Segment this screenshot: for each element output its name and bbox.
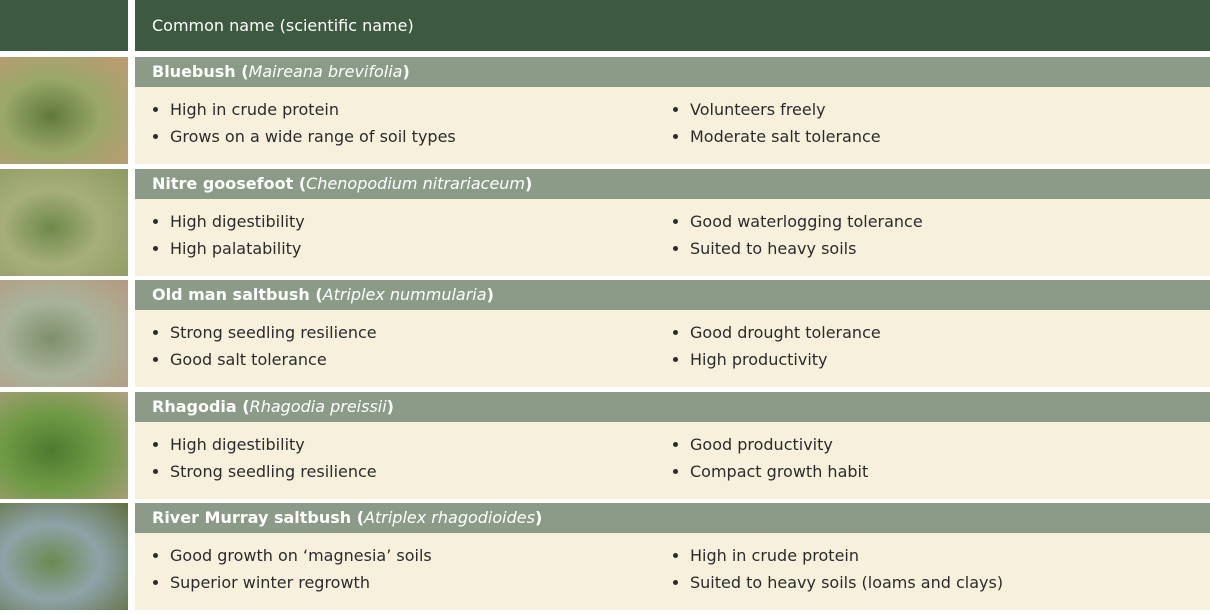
species-row: River Murray saltbush (Atriplex rhagodio…: [0, 503, 1210, 610]
trait-list: Volunteers freelyModerate salt tolerance: [672, 96, 881, 150]
trait-list: Strong seedling resilienceGood salt tole…: [152, 319, 377, 373]
name-part: Atriplex rhagodioides: [364, 508, 535, 527]
trait-list: High digestibilityHigh palatability: [152, 208, 305, 262]
trait: Grows on a wide range of soil types: [170, 123, 456, 150]
trait: Suited to heavy soils (loams and clays): [690, 569, 1003, 596]
name-part: Rhagodia (: [152, 396, 250, 416]
name-part: ): [386, 396, 394, 416]
header: Common name (scientific name): [135, 0, 1210, 51]
species-traits: High digestibilityHigh palatability Good …: [135, 198, 1210, 276]
name-part: Rhagodia preissii: [249, 396, 387, 416]
trait: Strong seedling resilience: [170, 319, 377, 346]
species-row: Nitre goosefoot (Chenopodium nitrariaceu…: [0, 168, 1210, 276]
trait: Volunteers freely: [690, 96, 881, 123]
name-part: Bluebush (: [152, 62, 249, 81]
species-traits: Strong seedling resilienceGood salt tole…: [135, 310, 1210, 387]
trait: Good growth on ‘magnesia’ soils: [170, 542, 432, 569]
trait: High digestibility: [170, 431, 377, 458]
trait-list: Good drought toleranceHigh productivity: [672, 319, 881, 373]
name-part: Nitre goosefoot (: [152, 173, 307, 193]
trait-list: Good waterlogging toleranceSuited to hea…: [672, 208, 923, 262]
trait: Compact growth habit: [690, 458, 868, 485]
name-part: ): [525, 173, 533, 193]
trait: Moderate salt tolerance: [690, 123, 881, 150]
species-name: River Murray saltbush (Atriplex rhagodio…: [135, 503, 1210, 533]
trait: Good drought tolerance: [690, 319, 881, 346]
species-traits: High digestibilityStrong seedling resili…: [135, 421, 1210, 499]
trait: High palatability: [170, 235, 305, 262]
name-part: River Murray saltbush (: [152, 508, 365, 527]
name-part: Maireana brevifolia: [248, 62, 403, 81]
species-row: Bluebush (Maireana brevifolia) High in cr…: [0, 57, 1210, 164]
trait: Good productivity: [690, 431, 868, 458]
trait-list: High in crude proteinGrows on a wide ran…: [152, 96, 456, 150]
name-part: ): [402, 62, 410, 81]
plant-photo: [0, 503, 128, 610]
plant-photo: [0, 168, 128, 276]
name-part: ): [486, 285, 494, 304]
name-part: ): [534, 508, 543, 527]
species-name: Bluebush (Maireana brevifolia): [135, 57, 1210, 87]
trait: Good waterlogging tolerance: [690, 208, 923, 235]
trait-list: High in crude proteinSuited to heavy soi…: [672, 542, 1003, 596]
plant-photo: [0, 280, 128, 387]
species-name: Rhagodia (Rhagodia preissii): [135, 391, 1210, 422]
trait-list: High digestibilityStrong seedling resili…: [152, 431, 377, 485]
name-part: Chenopodium nitrariaceum: [306, 173, 526, 193]
trait: High digestibility: [170, 208, 305, 235]
species-name: Old man saltbush (Atriplex nummularia): [135, 280, 1210, 310]
name-part: Old man saltbush (: [152, 285, 323, 304]
trait: Strong seedling resilience: [170, 458, 377, 485]
name-part: Atriplex nummularia: [322, 285, 487, 304]
species-traits: High in crude proteinGrows on a wide ran…: [135, 87, 1210, 164]
species-name: Nitre goosefoot (Chenopodium nitrariaceu…: [135, 168, 1210, 199]
species-traits: Good growth on ‘magnesia’ soilsSuperior …: [135, 533, 1210, 610]
plant-photo: [0, 57, 128, 164]
species-row: Old man saltbush (Atriplex nummularia) St…: [0, 280, 1210, 387]
trait-list: Good growth on ‘magnesia’ soilsSuperior …: [152, 542, 432, 596]
trait: Suited to heavy soils: [690, 235, 923, 262]
trait: High in crude protein: [690, 542, 1003, 569]
trait: Superior winter regrowth: [170, 569, 432, 596]
trait: Good salt tolerance: [170, 346, 377, 373]
trait: High in crude protein: [170, 96, 456, 123]
header-image-cell: [0, 0, 128, 51]
species-row: Rhagodia (Rhagodia preissii) High digesti…: [0, 391, 1210, 499]
trait: High productivity: [690, 346, 881, 373]
trait-list: Good productivityCompact growth habit: [672, 431, 868, 485]
plant-photo: [0, 391, 128, 499]
